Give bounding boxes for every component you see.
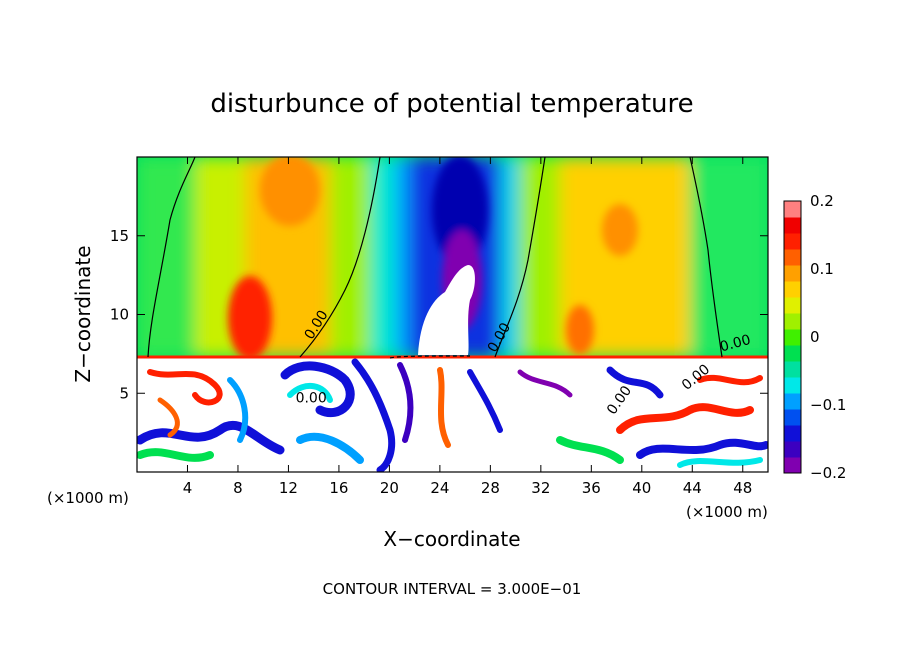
colorbar-swatch xyxy=(784,265,801,282)
colorbar-swatch xyxy=(784,377,801,394)
colorbar-swatch xyxy=(784,409,801,426)
colorbar-tick-label: 0.1 xyxy=(810,260,834,278)
colorbar-swatch xyxy=(784,233,801,250)
colorbar-tick-label: 0 xyxy=(810,328,820,346)
colorbar-swatch xyxy=(784,297,801,314)
colorbar-swatch xyxy=(784,457,801,474)
x-tick-label: 28 xyxy=(481,479,500,497)
colorbar-tick-label: −0.1 xyxy=(810,396,846,414)
colorbar-ticks: 0.2 0.1 0 −0.1 −0.2 xyxy=(810,192,846,482)
plot-area: 0.00 0.00 0.000.00 0.000.00 xyxy=(137,157,768,472)
colorbar-swatch xyxy=(784,217,801,234)
colorbar-swatch xyxy=(784,441,801,458)
x-tick-label: 12 xyxy=(279,479,298,497)
colorbar xyxy=(783,200,802,474)
x-tick-label: 48 xyxy=(733,479,752,497)
colorbar-swatch xyxy=(784,201,801,218)
upper-field xyxy=(137,157,768,357)
colorbar-tick-label: 0.2 xyxy=(810,192,834,210)
colorbar-swatch xyxy=(784,393,801,410)
chart-title: disturbunce of potential temperature xyxy=(210,89,693,119)
colorbar-swatch xyxy=(784,345,801,362)
lower-turbulent-field xyxy=(137,358,768,472)
y-tick-label: 5 xyxy=(119,384,129,402)
x-axis-label: X−coordinate xyxy=(383,527,520,551)
x-tick-label: 36 xyxy=(582,479,601,497)
contour-lines xyxy=(147,157,723,359)
x-tick-label: 20 xyxy=(380,479,399,497)
x-tick-label: 8 xyxy=(233,479,243,497)
colorbar-swatch xyxy=(784,425,801,442)
y-axis-ticks: 5 10 15 xyxy=(110,227,768,402)
x-unit-label-right: (×1000 m) xyxy=(686,503,768,521)
x-tick-label: 40 xyxy=(632,479,651,497)
x-tick-label: 4 xyxy=(183,479,193,497)
upper-white-core xyxy=(418,265,475,355)
contour-value-label: 0.00 xyxy=(718,332,752,356)
y-axis-label: Z−coordinate xyxy=(71,245,95,382)
contour-value-label: 0.00 xyxy=(296,391,327,407)
colorbar-tick-label: −0.2 xyxy=(810,464,846,482)
y-tick-label: 15 xyxy=(110,227,129,245)
contour-interval-text: CONTOUR INTERVAL = 3.000E−01 xyxy=(323,580,582,598)
x-tick-label: 16 xyxy=(329,479,348,497)
colorbar-frame xyxy=(783,200,802,474)
x-unit-label-left: (×1000 m) xyxy=(47,489,129,507)
x-tick-label: 24 xyxy=(430,479,449,497)
colorbar-swatch xyxy=(784,329,801,346)
colorbar-swatch xyxy=(784,313,801,330)
colorbar-swatch xyxy=(784,249,801,266)
x-axis-ticks: 4 8 12 16 20 24 28 32 36 40 44 48 xyxy=(183,157,752,497)
colorbar-swatch xyxy=(784,281,801,298)
colorbar-swatch xyxy=(784,361,801,378)
x-tick-label: 32 xyxy=(531,479,550,497)
x-tick-label: 44 xyxy=(683,479,702,497)
y-tick-label: 10 xyxy=(110,306,129,324)
